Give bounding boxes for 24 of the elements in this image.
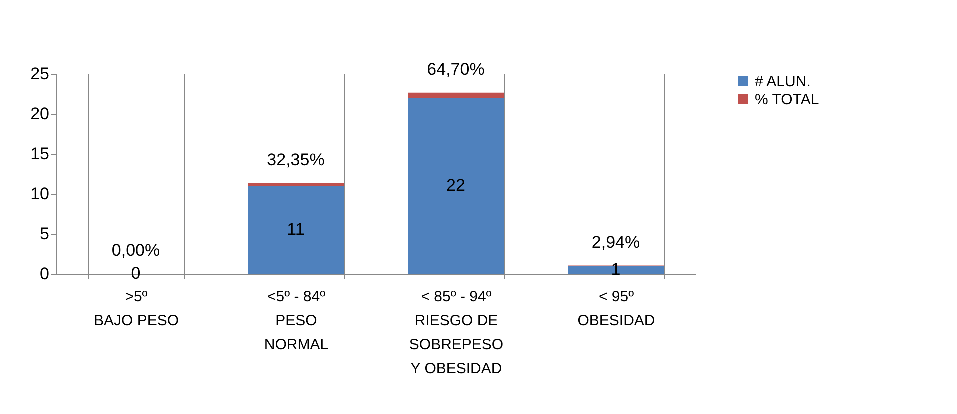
data-label: 2,94% [592, 232, 640, 252]
x-tick-label: >5º BAJO PESO [94, 288, 180, 330]
data-label: 0 [131, 264, 141, 283]
y-tick-label: 15 [30, 144, 50, 164]
data-label: 64,70% [427, 60, 485, 79]
bar [248, 183, 344, 186]
y-tick-label: 25 [30, 64, 50, 84]
data-label: 22 [446, 176, 466, 195]
bar [248, 186, 344, 274]
y-tick-label: 20 [30, 104, 50, 124]
x-tick-label: < 85º - 94º RIESGO DE SOBREPESO Y OBESIDAD [409, 288, 504, 378]
data-label: 0,00% [112, 241, 160, 260]
x-tick-label: < 95º OBESIDAD [578, 288, 656, 330]
y-tick-label: 0 [40, 264, 50, 284]
data-label: 32,35% [267, 150, 325, 170]
legend-label: % TOTAL [755, 92, 820, 108]
legend-label: # ALUN. [755, 74, 811, 90]
y-tick-label: 5 [40, 224, 50, 244]
bar [408, 92, 504, 98]
x-tick-label: <5º - 84º PESO NORMAL [264, 288, 329, 354]
bar [408, 98, 504, 274]
data-label: 11 [287, 220, 305, 239]
y-tick-label: 10 [30, 184, 50, 204]
data-label: 1 [611, 260, 621, 279]
